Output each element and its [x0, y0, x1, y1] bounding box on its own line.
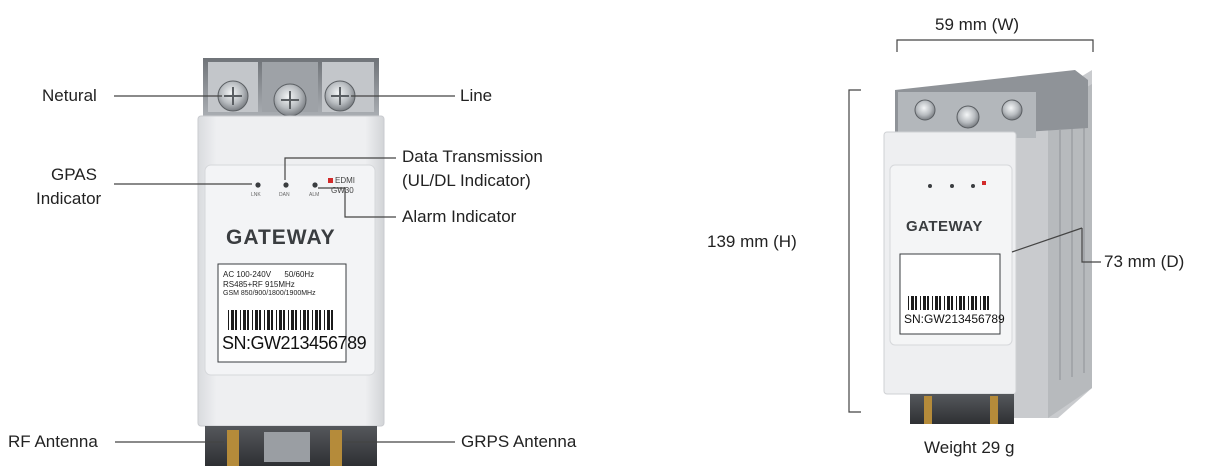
neutral-label: Netural [42, 86, 97, 105]
front-model-line1: EDMI [335, 176, 355, 185]
depth-dimension-label: 73 mm (D) [1104, 252, 1185, 271]
front-spec-line1: AC 100-240V 50/60Hz [223, 270, 315, 279]
weight-label: Weight 29 g [924, 438, 1015, 457]
line-label: Line [460, 86, 493, 105]
front-led-label-2: DAN [279, 192, 290, 198]
data-transmission-label-line1: Data Transmission [402, 147, 543, 166]
height-dimension-label: 139 mm (H) [707, 232, 797, 251]
front-antenna-bay [205, 426, 377, 466]
leader-lines [114, 39, 1101, 443]
front-spec-line3: GSM 850/900/1800/1900MHz [223, 290, 316, 297]
alarm-indicator-label: Alarm Indicator [402, 207, 517, 226]
width-dimension-label: 59 mm (W) [935, 15, 1020, 34]
gpas-label-line1: GPAS [51, 165, 97, 184]
data-led [283, 182, 289, 188]
side-device-illustration [883, 70, 1092, 424]
front-model-line2: GW30 [331, 186, 354, 195]
gpas-led [255, 182, 261, 188]
front-led-label-1: LNK [251, 192, 261, 198]
data-transmission-label-line2: (UL/DL Indicator) [402, 171, 531, 190]
front-brand: GATEWAY [226, 226, 336, 249]
front-serial: SN:GW213456789 [222, 333, 367, 353]
alarm-led [312, 182, 318, 188]
front-spec-line2: RS485+RF 915MHz [223, 280, 295, 289]
grps-antenna-label: GRPS Antenna [461, 432, 577, 451]
front-terminal-block [203, 58, 379, 117]
front-led-label-3: ALM [309, 192, 320, 198]
rf-antenna-label: RF Antenna [8, 432, 98, 451]
front-barcode [228, 310, 333, 330]
side-brand: GATEWAY [906, 218, 983, 235]
side-serial: SN:GW213456789 [904, 312, 1005, 326]
gpas-label-line2: Indicator [36, 189, 102, 208]
